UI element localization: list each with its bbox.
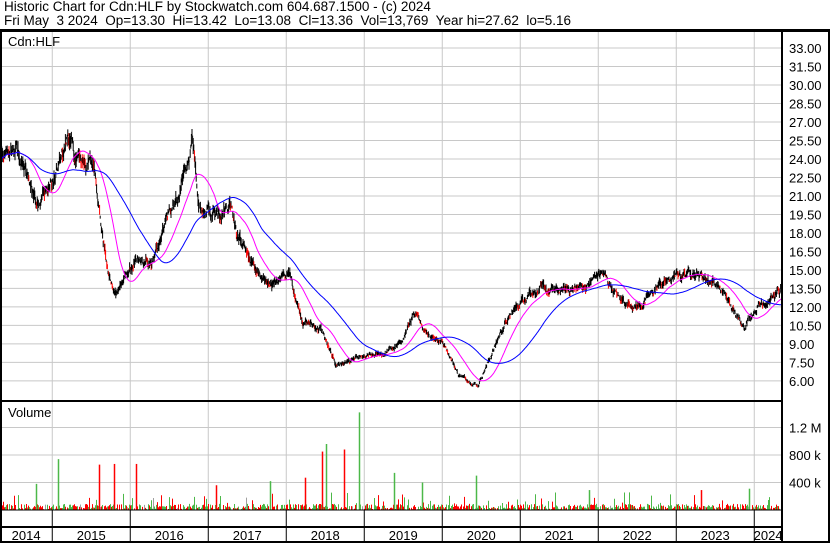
chart-header: Historic Chart for Cdn:HLF by Stockwatch… (0, 0, 830, 30)
price-tick-label: 30.00 (789, 78, 822, 93)
chart-frame (0, 29, 830, 543)
outer-border (0, 30, 830, 543)
price-tick-label: 6.00 (789, 374, 814, 389)
price-tick-label: 22.50 (789, 170, 822, 185)
year-label: 2020 (467, 528, 496, 543)
price-tick-label: 16.50 (789, 244, 822, 259)
year-label: 2023 (701, 528, 730, 543)
price-tick-label: 25.50 (789, 133, 822, 148)
year-label: 2021 (545, 528, 574, 543)
price-tick-label: 7.50 (789, 355, 814, 370)
price-tick-label: 21.00 (789, 189, 822, 204)
year-label: 2014 (12, 528, 41, 543)
chart-title: Historic Chart for Cdn:HLF by Stockwatch… (4, 0, 431, 14)
volume-series (0, 412, 780, 510)
year-label: 2017 (233, 528, 262, 543)
price-tick-label: 19.50 (789, 207, 822, 222)
price-tick-label: 27.00 (789, 115, 822, 130)
volume-tick-label: 400 k (789, 476, 821, 491)
volume-tick-label: 1.2 M (789, 421, 822, 436)
volume-panel-label: Volume (8, 405, 51, 420)
price-panel-label: Cdn:HLF (8, 34, 60, 49)
price-tick-label: 13.50 (789, 281, 822, 296)
year-label: 2024 (754, 528, 783, 543)
price-series (0, 129, 782, 388)
year-label: 2016 (155, 528, 184, 543)
year-label: 2015 (77, 528, 106, 543)
volume-tick-label: 800 k (789, 448, 821, 463)
year-label: 2022 (623, 528, 652, 543)
quote-summary: Fri May 3 2024 Op=13.30 Hi=13.42 Lo=13.0… (4, 13, 572, 28)
moving-average-long (0, 151, 782, 364)
year-label: 2018 (311, 528, 340, 543)
price-tick-label: 31.50 (789, 59, 822, 74)
year-label: 2019 (389, 528, 418, 543)
price-tick-label: 24.00 (789, 152, 822, 167)
price-tick-label: 28.50 (789, 96, 822, 111)
price-tick-label: 12.00 (789, 300, 822, 315)
price-tick-label: 33.00 (789, 41, 822, 56)
grid (0, 31, 782, 543)
moving-average-short (0, 150, 782, 382)
price-tick-label: 10.50 (789, 318, 822, 333)
price-tick-label: 15.00 (789, 263, 822, 278)
price-tick-label: 18.00 (789, 226, 822, 241)
price-tick-label: 9.00 (789, 337, 814, 352)
